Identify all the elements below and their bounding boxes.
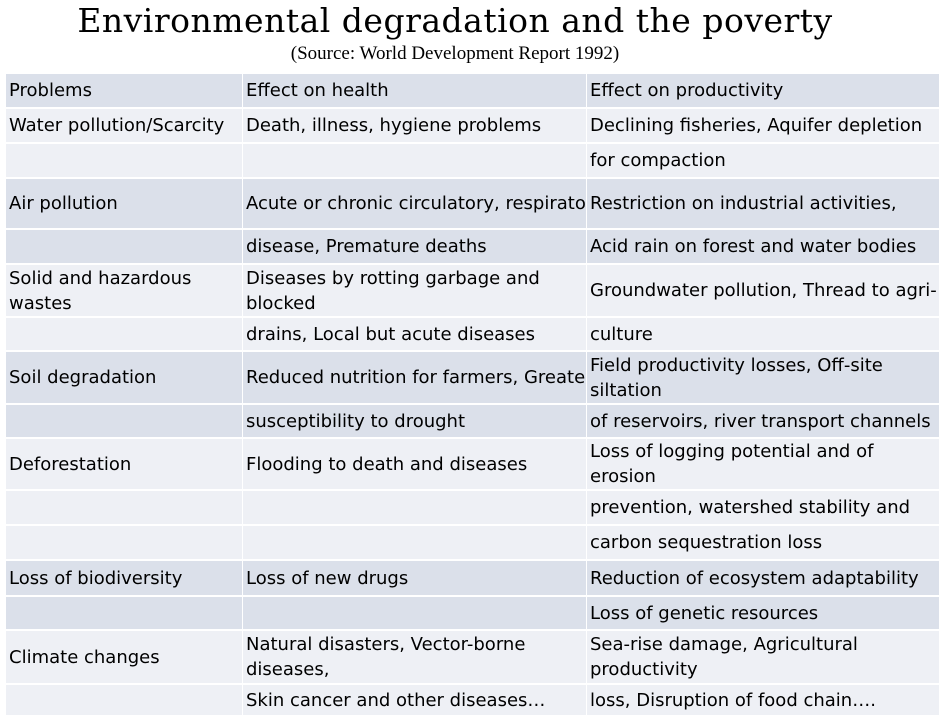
table-row: for compaction	[6, 144, 939, 179]
cell-health: susceptibility to drought	[243, 405, 587, 439]
table-row: susceptibility to drought of reservoirs,…	[6, 405, 939, 439]
cell-productivity: culture	[587, 318, 939, 352]
cell-productivity: for compaction	[587, 144, 939, 179]
header-effect-on-health: Effect on health	[243, 74, 587, 109]
cell-problem: Solid and hazardous wastes	[6, 265, 243, 318]
cell-problem: Deforestation	[6, 439, 243, 491]
cell-problem	[6, 491, 243, 526]
table-row: Deforestation Flooding to death and dise…	[6, 439, 939, 491]
table-row: Skin cancer and other diseases… loss, Di…	[6, 685, 939, 717]
table-row: Loss of biodiversity Loss of new drugs R…	[6, 561, 939, 597]
header-problems: Problems	[6, 74, 243, 109]
cell-problem: Water pollution/Scarcity	[6, 109, 243, 144]
cell-health: Loss of new drugs	[243, 561, 587, 597]
table-row: Loss of genetic resources	[6, 597, 939, 631]
slide-title: Environmental degradation and the povert…	[77, 1, 833, 40]
table-header-row: Problems Effect on health Effect on prod…	[6, 74, 939, 109]
cell-health: Diseases by rotting garbage and blocked	[243, 265, 587, 318]
cell-productivity: Acid rain on forest and water bodies	[587, 230, 939, 265]
slide-subtitle: (Source: World Development Report 1992)	[290, 43, 620, 64]
cell-productivity: carbon sequestration loss	[587, 526, 939, 561]
cell-productivity: Restriction on industrial activities,	[587, 179, 939, 230]
header-effect-on-productivity: Effect on productivity	[587, 74, 939, 109]
cell-health	[243, 491, 587, 526]
cell-problem: Air pollution	[6, 179, 243, 230]
cell-productivity: loss, Disruption of food chain….	[587, 685, 939, 717]
table-row: Climate changes Natural disasters, Vecto…	[6, 631, 939, 685]
cell-productivity: Reduction of ecosystem adaptability	[587, 561, 939, 597]
cell-health: Reduced nutrition for farmers, Greater	[243, 352, 587, 405]
cell-health	[243, 526, 587, 561]
problems-table: Problems Effect on health Effect on prod…	[6, 74, 939, 717]
cell-problem	[6, 526, 243, 561]
table-row: Water pollution/Scarcity Death, illness,…	[6, 109, 939, 144]
cell-health	[243, 144, 587, 179]
table-row: disease, Premature deaths Acid rain on f…	[6, 230, 939, 265]
cell-productivity: Field productivity losses, Off-site silt…	[587, 352, 939, 405]
cell-problem	[6, 318, 243, 352]
cell-problem	[6, 597, 243, 631]
cell-problem: Loss of biodiversity	[6, 561, 243, 597]
cell-health: disease, Premature deaths	[243, 230, 587, 265]
cell-problem	[6, 685, 243, 717]
cell-health: Skin cancer and other diseases…	[243, 685, 587, 717]
cell-problem	[6, 405, 243, 439]
table-row: drains, Local but acute diseases culture	[6, 318, 939, 352]
cell-problem	[6, 230, 243, 265]
table-row: Soil degradation Reduced nutrition for f…	[6, 352, 939, 405]
cell-health: Natural disasters, Vector-borne diseases…	[243, 631, 587, 685]
cell-problem: Climate changes	[6, 631, 243, 685]
cell-productivity: of reservoirs, river transport channels	[587, 405, 939, 439]
table-row: prevention, watershed stability and	[6, 491, 939, 526]
cell-health: Acute or chronic circulatory, respirator…	[243, 179, 587, 230]
table-row: carbon sequestration loss	[6, 526, 939, 561]
cell-productivity: Declining fisheries, Aquifer depletion	[587, 109, 939, 144]
cell-health: Flooding to death and diseases	[243, 439, 587, 491]
table-row: Air pollution Acute or chronic circulato…	[6, 179, 939, 230]
cell-productivity: Loss of genetic resources	[587, 597, 939, 631]
cell-problem: Soil degradation	[6, 352, 243, 405]
cell-productivity: prevention, watershed stability and	[587, 491, 939, 526]
cell-productivity: Groundwater pollution, Thread to agri-	[587, 265, 939, 318]
cell-health: Death, illness, hygiene problems	[243, 109, 587, 144]
cell-productivity: Loss of logging potential and of erosion	[587, 439, 939, 491]
cell-productivity: Sea-rise damage, Agricultural productivi…	[587, 631, 939, 685]
table-row: Solid and hazardous wastes Diseases by r…	[6, 265, 939, 318]
cell-health: drains, Local but acute diseases	[243, 318, 587, 352]
cell-problem	[6, 144, 243, 179]
cell-health	[243, 597, 587, 631]
